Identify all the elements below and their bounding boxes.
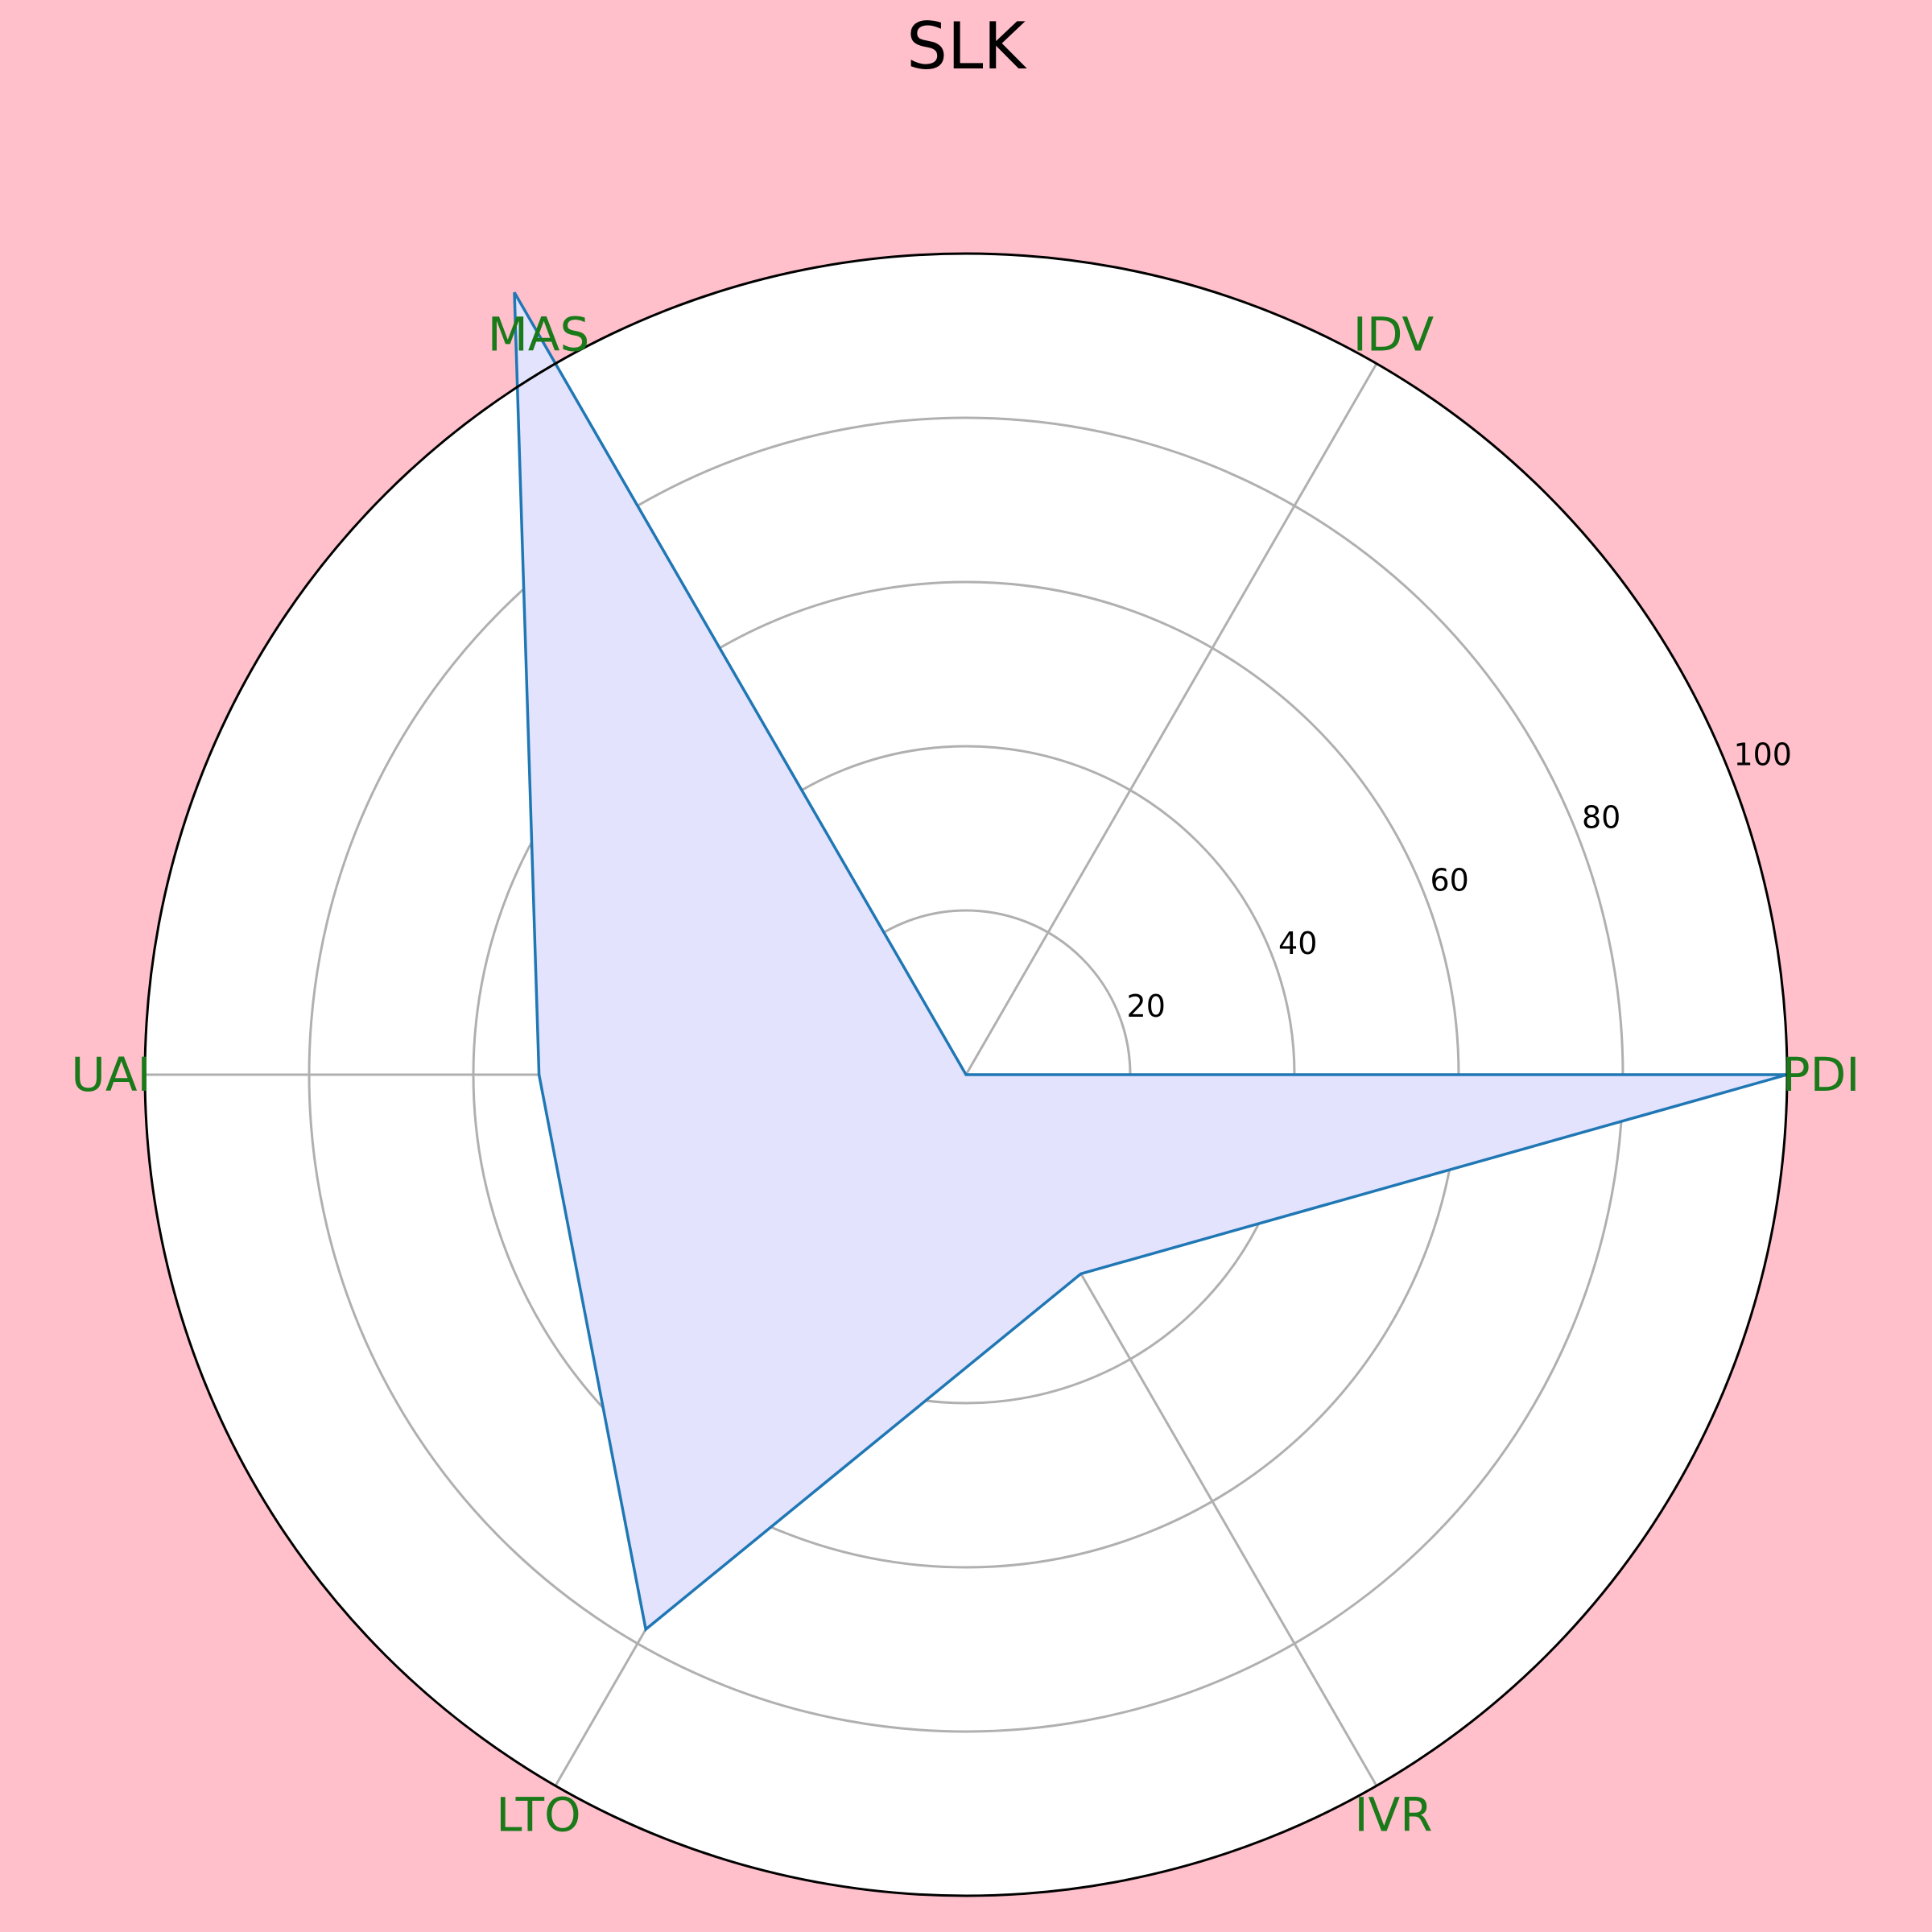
axis-label-ivr: IVR [1354, 1788, 1432, 1843]
plot-outline [143, 252, 1789, 1897]
tick-label-20: 20 [1127, 989, 1166, 1024]
tick-label-40: 40 [1278, 926, 1317, 961]
series-layer [513, 291, 1788, 1633]
tick-label-60: 60 [1430, 863, 1469, 898]
axis-label-uai: UAI [71, 1047, 151, 1102]
tick-label-100: 100 [1733, 737, 1792, 773]
series-area-0 [514, 292, 1787, 1629]
tick-label-80: 80 [1582, 800, 1620, 836]
axis-label-mas: MAS [488, 307, 590, 361]
axis-label-pdi: PDI [1782, 1047, 1860, 1102]
radial-tick-labels: 20 40 60 80 100 [1127, 737, 1792, 1024]
series-line-0 [513, 291, 1788, 1633]
axis-label-lto: LTO [496, 1788, 580, 1843]
axis-label-idv: IDV [1353, 307, 1435, 361]
chart-title: SLK [906, 9, 1027, 84]
spoke-idv [964, 362, 1378, 1075]
axis-labels: PDI IDV MAS UAI LTO IVR [71, 307, 1860, 1842]
